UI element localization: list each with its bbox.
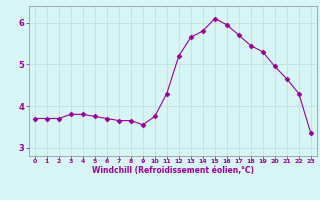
X-axis label: Windchill (Refroidissement éolien,°C): Windchill (Refroidissement éolien,°C) — [92, 166, 254, 175]
